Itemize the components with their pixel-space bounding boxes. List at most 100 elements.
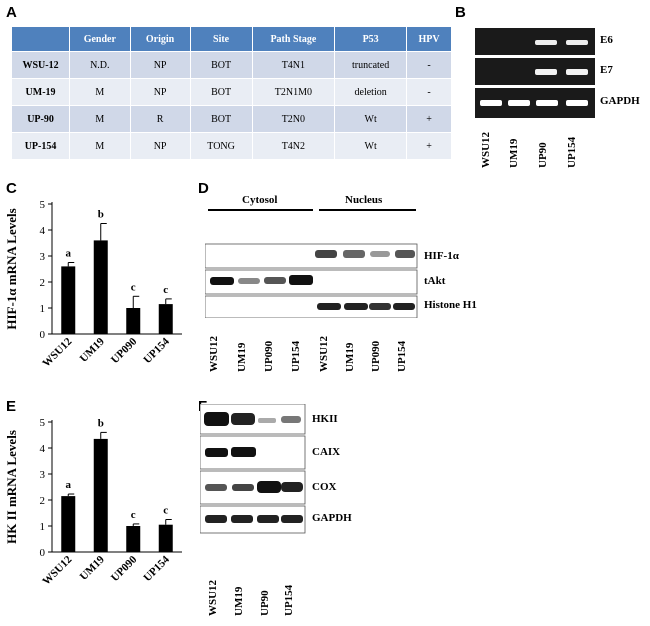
bar-wsu12	[61, 266, 76, 334]
y-tick-label: 1	[40, 521, 46, 533]
blot-band	[369, 303, 391, 310]
table-cell: NP	[130, 51, 191, 78]
band-label: Histone H1	[424, 299, 477, 311]
table-header: Origin	[130, 27, 191, 51]
lane-label: UP90	[259, 590, 271, 616]
hkii-ylabel: HK II mRNA Levels	[4, 430, 19, 544]
bar-wsu12	[61, 496, 76, 552]
table-row: WSU-12 N.D. NP BOT T4N1 truncated -	[12, 51, 452, 78]
gel-band	[566, 69, 588, 75]
lane-label: UM19	[233, 586, 245, 616]
chart-hkii-mrna: 0 1 2 3 4 5 HK II mRNA Levels a WSU12 b UM19 c UP090…	[4, 417, 182, 588]
x-tick-label: UM19	[78, 335, 108, 365]
x-tick-label: WSU12	[40, 553, 74, 587]
group-label-cytosol: Cytosol	[242, 194, 278, 206]
blot-band	[210, 277, 234, 285]
y-tick-label: 3	[40, 469, 46, 481]
table-cell: UM-19	[12, 78, 71, 105]
table-header: HPV	[407, 27, 452, 51]
blot-band	[281, 515, 303, 523]
table-row: UP-154 M NP TONG T4N2 Wt +	[12, 132, 452, 159]
lane-label: UP090	[263, 340, 275, 372]
gel-band	[508, 100, 530, 106]
lane-label: UM19	[344, 342, 356, 372]
blot-band	[205, 448, 228, 457]
bar-up154	[158, 304, 173, 334]
table-row: UP-90 M R BOT T2N0 Wt +	[12, 105, 452, 132]
y-tick-label: 4	[40, 443, 46, 455]
band-label: E6	[600, 34, 613, 46]
blot-band	[257, 515, 279, 523]
bar-up154	[158, 524, 173, 552]
x-tick-label: UP090	[109, 335, 140, 366]
blot-band	[370, 251, 390, 257]
table-cell: R	[130, 105, 191, 132]
gel-image	[475, 28, 595, 118]
blot-strip-histone	[205, 295, 418, 318]
blot-band	[315, 250, 337, 258]
table-header: Site	[190, 27, 253, 51]
blot-band	[238, 278, 260, 284]
y-tick-label: 2	[40, 495, 46, 507]
blot-band	[395, 250, 415, 258]
band-label: HIF-1α	[424, 250, 459, 262]
lane-label: WSU12	[480, 131, 492, 168]
band-label: tAkt	[424, 275, 446, 287]
panel-label-d: D	[198, 180, 209, 197]
x-tick-label: UP154	[141, 553, 172, 584]
significance-label: a	[66, 479, 72, 491]
table-cell: UP-90	[12, 105, 71, 132]
table-cell: WSU-12	[12, 51, 71, 78]
lane-label: WSU12	[318, 335, 330, 372]
gel-band	[480, 100, 502, 106]
table-cell: -	[407, 51, 452, 78]
x-tick-label: UM19	[78, 553, 108, 583]
bar-up090	[126, 526, 141, 552]
table-cell: +	[407, 132, 452, 159]
blot-band	[231, 447, 256, 457]
hif1a-ylabel: HIF-1α mRNA Levels	[4, 208, 19, 329]
gel-band	[535, 40, 557, 45]
blot-band	[205, 515, 227, 523]
lane-label: WSU12	[208, 335, 220, 372]
table-cell: deletion	[335, 78, 408, 105]
blot-band	[344, 303, 368, 310]
y-tick-label: 5	[40, 199, 46, 211]
blot-band	[258, 418, 276, 423]
blot-band	[281, 416, 301, 423]
panel-label-e: E	[6, 398, 17, 415]
table-cell: T2N1M0	[252, 78, 336, 105]
lane-label: UP154	[566, 136, 578, 168]
table-cell: N.D.	[70, 51, 131, 78]
lane-label: UP154	[283, 584, 295, 616]
blot-band	[317, 303, 341, 310]
y-tick-label: 1	[40, 303, 46, 315]
blot-band	[232, 484, 254, 491]
panel-label-b: B	[455, 4, 466, 21]
y-tick-label: 5	[40, 417, 46, 429]
y-tick-label: 2	[40, 277, 46, 289]
table-cell: truncated	[335, 51, 408, 78]
significance-label: b	[98, 417, 104, 429]
bar-up090	[126, 308, 141, 334]
table-cell: M	[70, 78, 131, 105]
table-header: Path Stage	[252, 27, 336, 51]
bar-um19	[93, 438, 108, 552]
y-tick-label: 0	[40, 547, 46, 559]
significance-label: c	[163, 505, 168, 517]
table-cell: Wt	[335, 105, 408, 132]
significance-label: c	[131, 281, 136, 293]
table-cell: -	[407, 78, 452, 105]
lane-label: UM19	[508, 138, 520, 168]
blot-band	[231, 413, 255, 425]
table-cell: NP	[130, 132, 191, 159]
band-label: GAPDH	[600, 95, 640, 107]
table-cell: BOT	[190, 78, 253, 105]
panel-label-a: A	[6, 4, 17, 21]
significance-label: c	[131, 509, 136, 521]
table-header: P53	[335, 27, 408, 51]
table-cell: T4N1	[252, 51, 336, 78]
gel-band	[566, 40, 588, 45]
band-label: E7	[600, 64, 613, 76]
gel-band	[536, 100, 558, 106]
